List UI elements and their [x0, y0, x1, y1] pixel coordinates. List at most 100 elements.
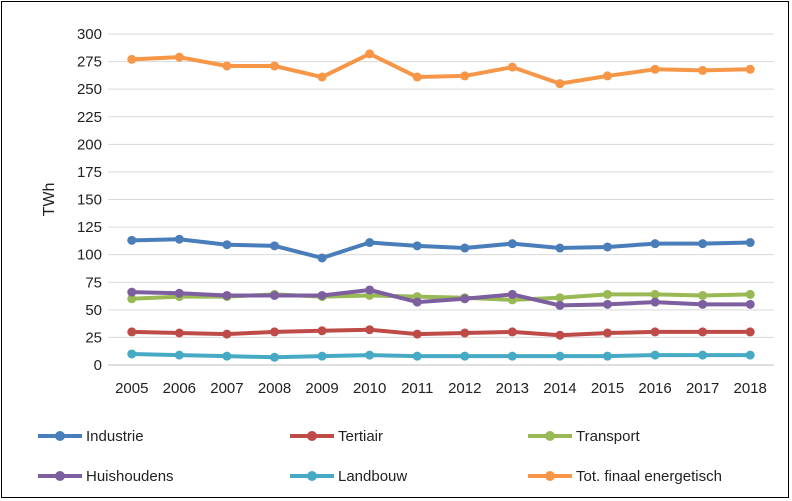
x-tick-label: 2007 — [210, 380, 243, 397]
series-line — [129, 351, 753, 360]
data-point — [222, 329, 232, 339]
y-tick-label: 175 — [77, 164, 102, 181]
data-point — [698, 239, 708, 249]
legend-swatch-marker — [55, 471, 65, 481]
legend-swatch-marker — [55, 431, 65, 441]
data-point — [650, 239, 660, 249]
x-tick-labels: 2005 2006 2007 2008 2009 2010 2011 2012 2013 2014… — [115, 380, 767, 397]
data-point — [507, 62, 517, 72]
legend-label: Tot. finaal energetisch — [576, 468, 722, 485]
data-point — [698, 290, 708, 300]
legend-swatch-marker — [307, 431, 317, 441]
data-point — [555, 300, 565, 310]
x-tick-label: 2009 — [305, 380, 338, 397]
data-point — [317, 290, 327, 300]
data-point — [745, 350, 755, 360]
data-point — [174, 328, 184, 338]
data-point — [698, 350, 708, 360]
data-point — [555, 351, 565, 361]
y-tick-label: 125 — [77, 219, 102, 236]
series-line — [129, 287, 753, 308]
y-tick-label: 300 — [77, 26, 102, 43]
data-point — [127, 287, 137, 297]
data-point — [650, 297, 660, 307]
data-point — [555, 243, 565, 253]
x-tick-label: 2015 — [591, 380, 624, 397]
data-point — [507, 327, 517, 337]
data-point — [317, 72, 327, 82]
legend-entry: Industrie — [38, 428, 144, 445]
legend-label: Landbouw — [338, 468, 407, 485]
data-point — [127, 294, 137, 304]
data-point — [603, 328, 612, 338]
x-tick-label: 2016 — [638, 380, 671, 397]
y-tick-label: 250 — [77, 81, 102, 98]
legend-entry: Huishoudens — [38, 468, 174, 485]
data-point — [460, 294, 470, 304]
data-point — [127, 349, 137, 359]
data-point — [365, 350, 375, 360]
data-point — [745, 327, 755, 337]
data-point — [365, 285, 375, 295]
y-tick-label: 25 — [85, 329, 102, 346]
data-point — [650, 64, 660, 74]
gridlines — [108, 33, 774, 338]
series-lines — [127, 49, 755, 362]
x-tick-label: 2012 — [448, 380, 481, 397]
data-point — [222, 240, 232, 250]
data-point — [365, 325, 375, 335]
data-point — [317, 326, 327, 336]
data-point — [412, 329, 422, 339]
data-point — [222, 290, 232, 300]
legend-entry: Transport — [528, 428, 640, 445]
x-tick-label: 2008 — [258, 380, 291, 397]
data-point — [127, 235, 137, 245]
data-point — [603, 242, 612, 252]
series-huishoudens — [127, 285, 755, 310]
x-tick-label: 2010 — [353, 380, 386, 397]
y-tick-label: 225 — [77, 109, 102, 126]
data-point — [745, 64, 755, 74]
legend-label: Industrie — [86, 428, 144, 445]
data-point — [460, 71, 470, 81]
data-point — [174, 288, 184, 298]
data-point — [507, 239, 517, 249]
y-tick-label: 275 — [77, 54, 102, 71]
data-point — [603, 351, 612, 361]
data-point — [317, 253, 327, 263]
x-tick-label: 2018 — [734, 380, 767, 397]
series-tot-finaal-energetisch — [127, 49, 755, 89]
data-point — [127, 327, 137, 337]
y-axis-title: TWh — [41, 183, 58, 217]
series-industrie — [127, 234, 755, 263]
data-point — [603, 71, 612, 81]
y-tick-label: 50 — [85, 302, 102, 319]
data-point — [698, 65, 708, 75]
data-point — [270, 61, 279, 71]
series-tertiair — [127, 325, 755, 340]
y-tick-label: 100 — [77, 247, 102, 264]
data-point — [270, 327, 279, 337]
data-point — [460, 243, 470, 253]
data-point — [222, 61, 232, 71]
data-point — [365, 49, 375, 59]
data-point — [555, 79, 565, 89]
x-tick-label: 2005 — [115, 380, 148, 397]
y-tick-label: 75 — [85, 274, 102, 291]
legend-swatch-marker — [545, 431, 555, 441]
legend: Industrie Tertiair Transport Huishoudens Lan… — [38, 428, 722, 485]
y-tick-label: 200 — [77, 136, 102, 153]
x-tick-label: 2006 — [163, 380, 196, 397]
data-point — [507, 351, 517, 361]
y-tick-label: 150 — [77, 192, 102, 209]
x-tick-label: 2011 — [401, 380, 433, 397]
data-point — [365, 238, 375, 248]
x-tick-label: 2017 — [686, 380, 719, 397]
x-tick-label: 2013 — [496, 380, 529, 397]
legend-entry: Tertiair — [290, 428, 383, 445]
data-point — [698, 299, 708, 309]
data-point — [174, 350, 184, 360]
data-point — [650, 289, 660, 299]
data-point — [698, 327, 708, 337]
